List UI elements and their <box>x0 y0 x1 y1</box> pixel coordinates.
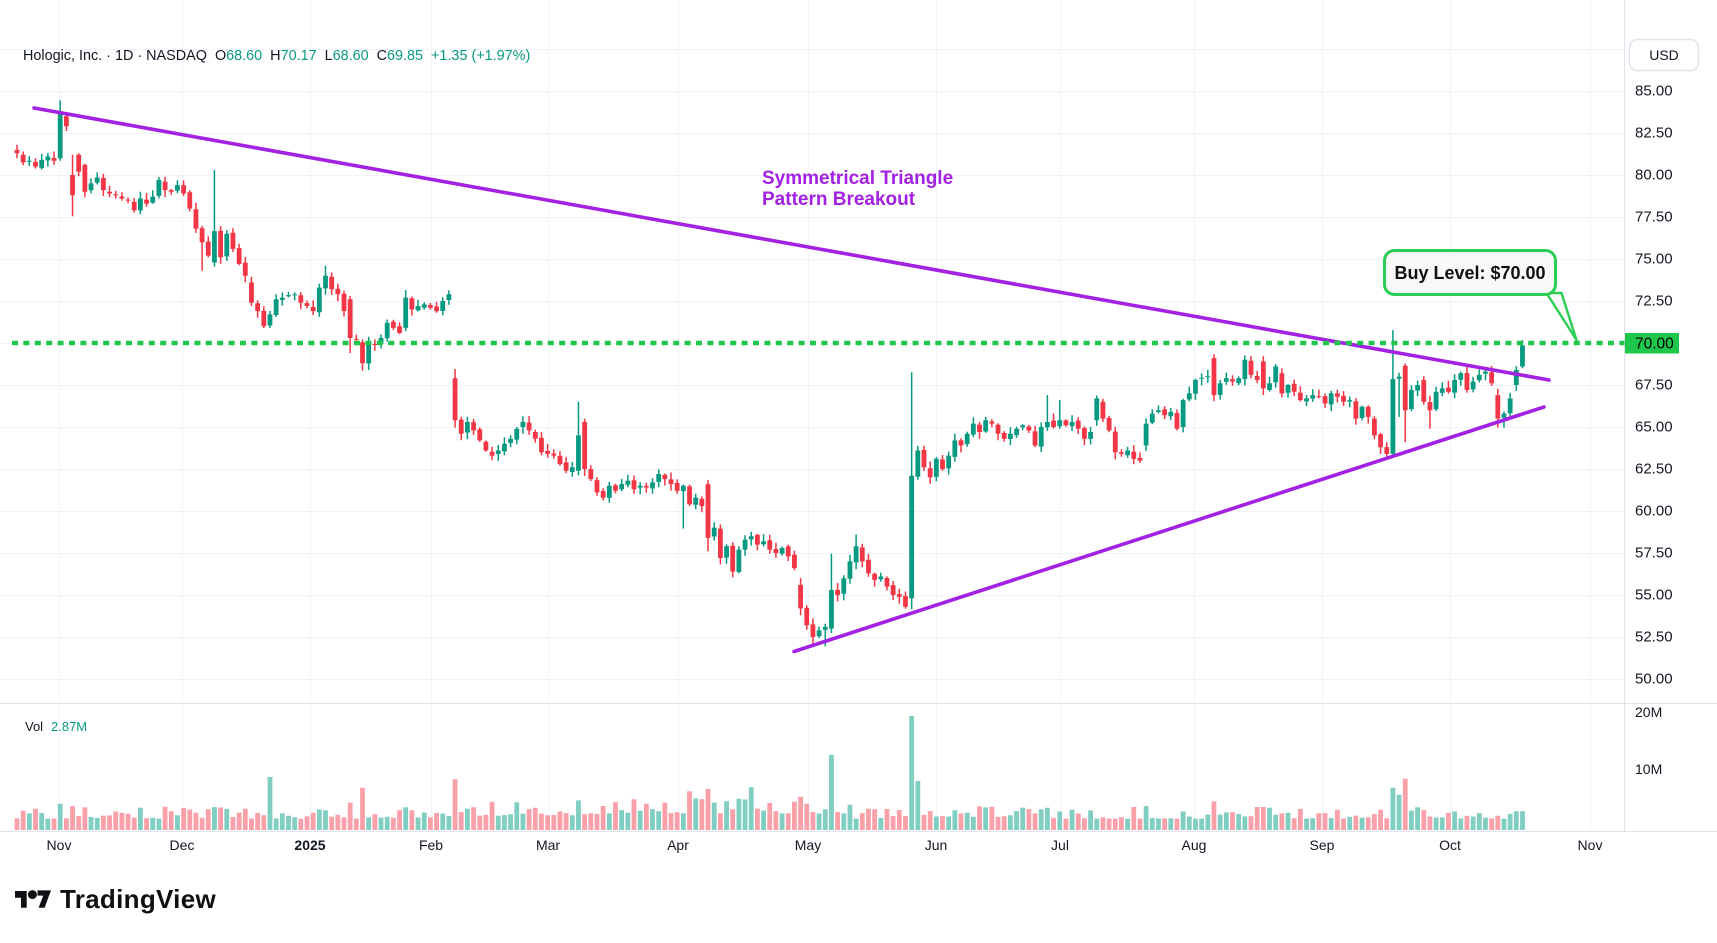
svg-text:2.87M: 2.87M <box>51 719 87 734</box>
svg-text:Aug: Aug <box>1182 837 1207 853</box>
svg-text:Feb: Feb <box>419 837 443 853</box>
svg-text:52.50: 52.50 <box>1635 629 1673 646</box>
svg-text:80.00: 80.00 <box>1635 167 1673 184</box>
svg-text:Nov: Nov <box>1578 837 1603 853</box>
svg-text:65.00: 65.00 <box>1635 419 1673 436</box>
svg-text:Sep: Sep <box>1310 837 1335 853</box>
svg-text:62.50: 62.50 <box>1635 461 1673 478</box>
svg-text:May: May <box>795 837 821 853</box>
svg-text:75.00: 75.00 <box>1635 251 1673 268</box>
svg-text:Oct: Oct <box>1439 837 1461 853</box>
svg-text:55.00: 55.00 <box>1635 587 1673 604</box>
svg-text:72.50: 72.50 <box>1635 293 1673 310</box>
svg-text:60.00: 60.00 <box>1635 503 1673 520</box>
svg-text:Symmetrical Triangle: Symmetrical Triangle <box>762 168 953 189</box>
svg-text:Jul: Jul <box>1051 837 1069 853</box>
svg-text:USD: USD <box>1649 47 1679 63</box>
svg-text:Jun: Jun <box>925 837 948 853</box>
svg-text:Apr: Apr <box>667 837 689 853</box>
svg-text:Buy Level: $70.00: Buy Level: $70.00 <box>1394 263 1545 283</box>
svg-text:50.00: 50.00 <box>1635 671 1673 688</box>
svg-text:Mar: Mar <box>536 837 560 853</box>
svg-text:10M: 10M <box>1635 761 1662 777</box>
svg-text:70.00: 70.00 <box>1635 336 1674 353</box>
svg-text:85.00: 85.00 <box>1635 83 1673 100</box>
svg-text:67.50: 67.50 <box>1635 377 1673 394</box>
svg-text:82.50: 82.50 <box>1635 125 1673 142</box>
svg-text:TradingView: TradingView <box>60 884 216 914</box>
svg-text:20M: 20M <box>1635 704 1662 720</box>
svg-text:Nov: Nov <box>47 837 72 853</box>
svg-text:57.50: 57.50 <box>1635 545 1673 562</box>
svg-text:Dec: Dec <box>170 837 195 853</box>
svg-text:2025: 2025 <box>294 837 325 853</box>
svg-text:77.50: 77.50 <box>1635 209 1673 226</box>
svg-text:Pattern Breakout: Pattern Breakout <box>762 189 916 210</box>
svg-text:Vol: Vol <box>25 719 43 734</box>
